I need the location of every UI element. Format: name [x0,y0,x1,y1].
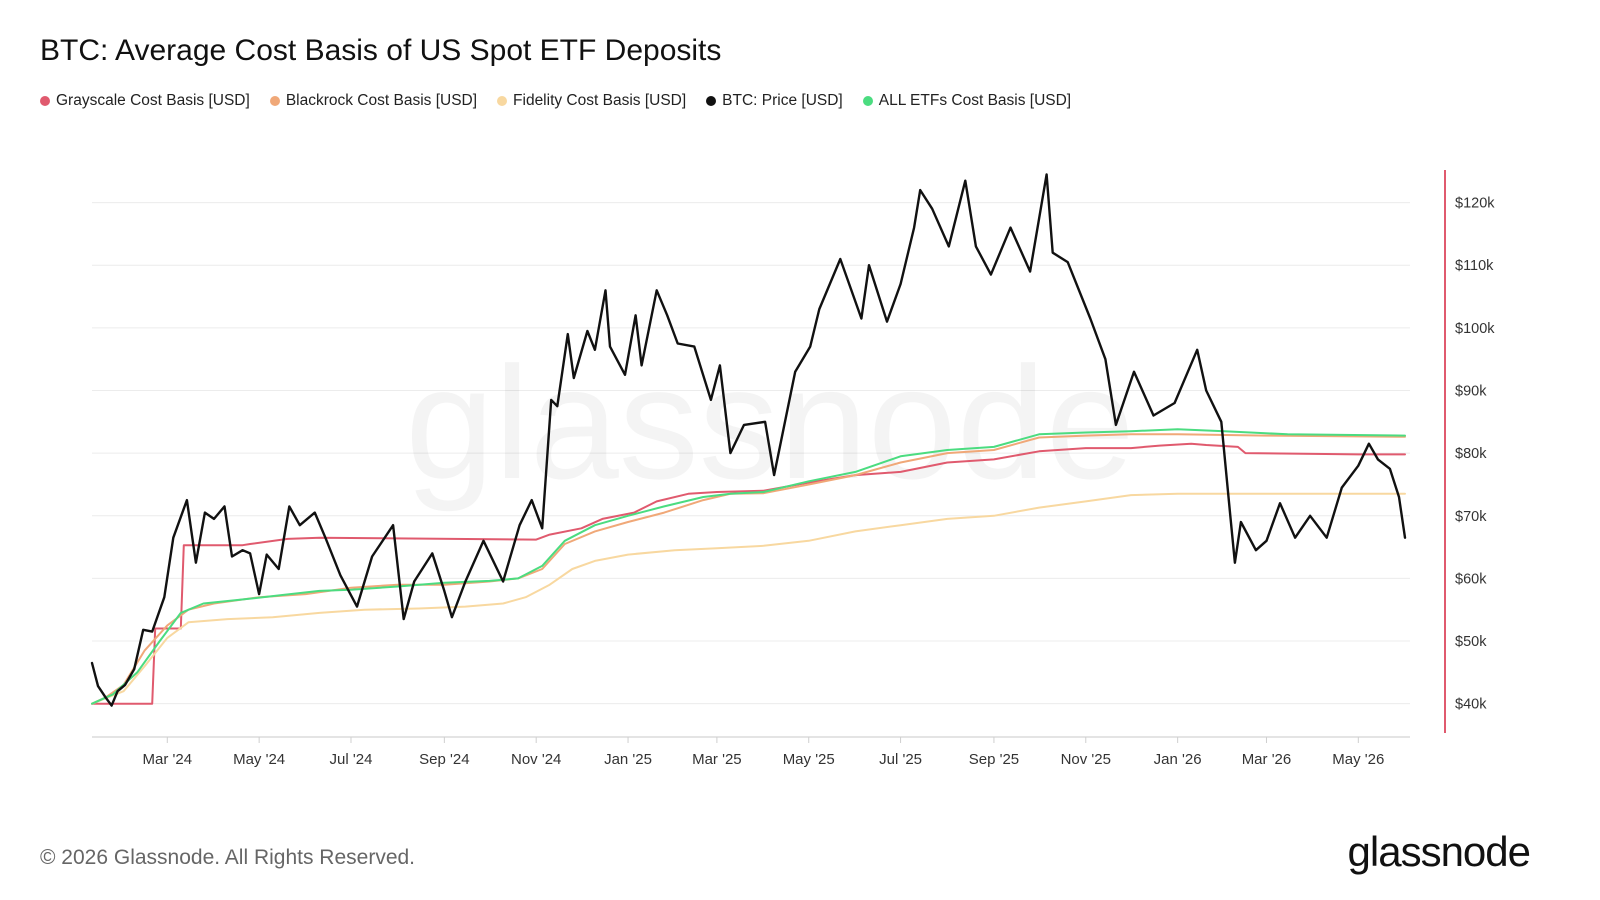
legend-label-grayscale: Grayscale Cost Basis [USD] [56,92,250,109]
legend-item-grayscale[interactable]: Grayscale Cost Basis [USD] [40,92,250,110]
x-tick-label: May '24 [233,751,285,768]
axes: $40k $50k $60k $70k $80k $90k $100k $110k $120k M… [92,170,1495,768]
legend: Grayscale Cost Basis [USD] Blackrock Cos… [40,92,1071,110]
chart-area: glassnode $40k$50k$60k$70k$80k$90k$100k$… [90,170,1495,768]
x-tick-label: Jul '25 [879,751,922,768]
legend-label-blackrock: Blackrock Cost Basis [USD] [285,92,478,109]
legend-label-all-etfs: ALL ETFs Cost Basis [USD] [878,92,1072,109]
y-tick-label: $70k [1455,509,1487,525]
legend-label-fidelity: Fidelity Cost Basis [USD] [513,92,687,109]
legend-item-all-etfs[interactable]: ALL ETFs Cost Basis [USD] [862,92,1072,110]
series-line-3 [91,428,1406,705]
legend-item-fidelity[interactable]: Fidelity Cost Basis [USD] [497,92,686,110]
series-line-4 [90,173,1407,707]
x-tick-label: May '25 [783,751,835,768]
y-tick-label: $110k [1455,258,1494,274]
y-tick-label: $60k [1455,571,1487,587]
glassnode-logo[interactable]: glassnode [1347,828,1531,875]
x-tick-label: Sep '25 [969,751,1019,768]
x-tick-label: Jan '25 [604,751,652,768]
y-tick-label: $50k [1455,634,1487,650]
legend-dot-blackrock [269,96,280,106]
chart-title: BTC: Average Cost Basis of US Spot ETF D… [40,34,722,67]
series-lines [90,173,1407,707]
legend-item-btc-price[interactable]: BTC: Price [USD] [706,92,843,110]
y-tick-label: $120k [1455,196,1495,212]
y-tick-label: $100k [1455,321,1495,337]
x-tick-label: Jan '26 [1154,751,1202,768]
legend-label-btc-price: BTC: Price [USD] [722,92,843,109]
series-line-0 [91,442,1406,705]
x-tick-label: Nov '24 [511,751,561,768]
x-tick-label: Sep '24 [419,751,469,768]
y-tick-label: $90k [1455,383,1487,399]
x-tick-label: Mar '25 [692,751,742,768]
legend-dot-grayscale [40,96,50,106]
series-line-2 [91,492,1406,705]
series-line-1 [91,433,1406,705]
x-tick-label: Jul '24 [330,751,373,768]
y-tick-label: $40k [1455,697,1487,713]
y-tick-label: $80k [1455,446,1487,462]
watermark: glassnode [405,333,1134,512]
x-tick-label: Mar '26 [1242,751,1292,768]
copyright: © 2026 Glassnode. All Rights Reserved. [40,846,416,869]
grid-lines [92,202,1410,705]
legend-item-blackrock[interactable]: Blackrock Cost Basis [USD] [269,92,478,110]
x-tick-label: May '26 [1332,751,1384,768]
legend-dot-fidelity [497,96,508,106]
x-tick-label: Mar '24 [143,751,193,768]
x-tick-label: Nov '25 [1061,751,1111,768]
legend-dot-btc-price [706,96,717,106]
legend-dot-all-etfs [862,96,873,106]
